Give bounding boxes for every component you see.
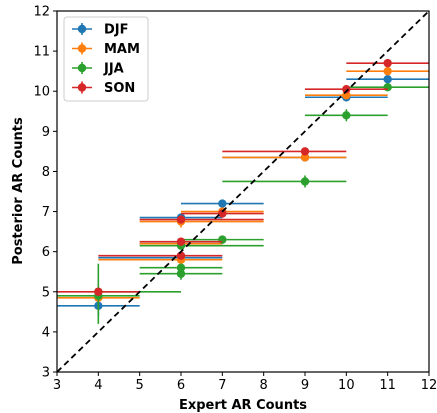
data-point	[98, 251, 223, 260]
y-tick-label: 7	[42, 205, 50, 220]
point-marker	[383, 83, 392, 92]
x-tick-label: 7	[218, 378, 226, 393]
point-marker	[218, 199, 227, 208]
data-point	[181, 199, 264, 208]
point-marker	[218, 209, 227, 218]
legend-swatch-marker	[77, 63, 87, 73]
data-point	[346, 58, 429, 68]
point-marker	[176, 237, 186, 246]
data-point	[57, 287, 140, 296]
legend: DJF MAM JJA SON	[63, 16, 149, 102]
y-tick-label: 5	[42, 285, 50, 300]
x-tick-label: 11	[379, 378, 396, 393]
legend-entry-jja: JJA	[72, 62, 124, 77]
y-tick-label: 4	[42, 325, 50, 340]
legend-label: MAM	[104, 42, 140, 57]
point-marker	[383, 74, 392, 84]
data-layer	[57, 58, 429, 324]
point-marker	[342, 85, 351, 94]
series-son	[57, 58, 429, 296]
x-tick-label: 9	[301, 378, 309, 393]
point-marker	[218, 235, 227, 244]
data-point	[346, 66, 429, 76]
point-marker	[342, 111, 351, 120]
legend-swatch-marker	[77, 24, 87, 34]
y-tick-label: 11	[33, 45, 50, 60]
y-tick-label: 9	[42, 125, 50, 140]
x-tick-label: 3	[53, 378, 61, 393]
data-point	[222, 153, 347, 162]
data-point	[139, 267, 223, 280]
legend-entry-son: SON	[72, 81, 135, 96]
legend-box	[63, 16, 149, 102]
x-tick-label: 5	[136, 378, 144, 393]
legend-label: JJA	[103, 62, 124, 77]
legend-label: DJF	[104, 23, 129, 38]
x-tick-label: 6	[177, 378, 185, 393]
point-marker	[176, 251, 186, 260]
x-tick-label: 12	[421, 378, 437, 393]
x-tick-label: 10	[338, 378, 355, 393]
y-tick-label: 10	[33, 85, 50, 100]
y-tick-label: 8	[42, 165, 50, 180]
point-marker	[383, 58, 392, 68]
point-marker	[300, 147, 310, 156]
point-marker	[176, 263, 186, 272]
point-marker	[94, 287, 103, 296]
legend-entry-djf: DJF	[72, 23, 129, 38]
series-jja	[57, 83, 429, 324]
point-marker	[176, 269, 186, 278]
data-point	[222, 175, 347, 188]
y-tick-label: 6	[42, 245, 50, 260]
x-tick-label: 4	[94, 378, 102, 393]
data-point	[139, 237, 223, 246]
plot-frame	[56, 10, 430, 373]
data-point	[346, 74, 429, 84]
data-point	[222, 147, 347, 156]
data-point	[305, 85, 388, 94]
y-tick-label: 3	[42, 366, 50, 381]
data-point	[305, 109, 388, 122]
legend-label: SON	[104, 81, 135, 96]
identity-reference-line	[56, 10, 430, 373]
x-tick-label: 8	[260, 378, 268, 393]
point-marker	[383, 66, 392, 76]
point-marker	[176, 215, 186, 224]
legend-swatch-marker	[77, 44, 87, 53]
legend-swatch-marker	[77, 83, 87, 92]
y-tick-label: 12	[33, 5, 50, 20]
point-marker	[300, 177, 310, 186]
data-point	[139, 263, 223, 272]
reference-line-layer	[56, 10, 430, 373]
data-point	[139, 215, 264, 224]
data-point	[181, 209, 264, 218]
x-axis-label: Expert AR Counts	[179, 398, 307, 413]
point-marker	[300, 153, 310, 162]
tick-layer: 3 4 5 6 7 8 9 10 11 12 3 4 5 6 7 8 9 10 11 12	[33, 5, 437, 394]
legend-entry-mam: MAM	[72, 42, 140, 57]
y-axis-label: Posterior AR Counts	[11, 117, 26, 265]
